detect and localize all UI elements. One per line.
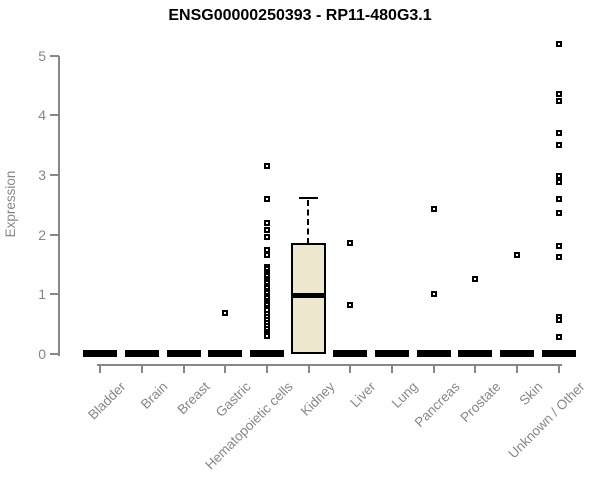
y-tick bbox=[50, 173, 59, 176]
zero-box bbox=[83, 350, 117, 357]
x-tick bbox=[99, 364, 101, 373]
x-tick bbox=[432, 364, 435, 373]
y-tick bbox=[50, 54, 59, 57]
zero-box bbox=[208, 350, 242, 357]
outlier-point bbox=[347, 239, 353, 246]
y-axis-label: Expression bbox=[3, 170, 18, 238]
zero-box bbox=[333, 350, 367, 357]
outlier-point bbox=[555, 98, 562, 104]
outlier-point bbox=[555, 129, 562, 136]
zero-box bbox=[499, 350, 534, 357]
outlier-point bbox=[263, 163, 270, 169]
outlier-point bbox=[347, 302, 353, 308]
outlier-point bbox=[430, 205, 437, 212]
y-tick-label: 0 bbox=[38, 345, 46, 362]
chart-title: ENSG00000250393 - RP11-480G3.1 bbox=[168, 7, 432, 24]
box bbox=[291, 243, 326, 354]
x-tick bbox=[515, 364, 518, 373]
outlier-point bbox=[263, 227, 270, 233]
y-tick bbox=[50, 352, 59, 355]
box-median bbox=[291, 292, 326, 298]
y-tick-label: 2 bbox=[38, 226, 46, 243]
x-axis-line bbox=[97, 364, 562, 366]
x-tick bbox=[140, 364, 143, 373]
x-tick bbox=[557, 364, 560, 373]
outlier-point bbox=[513, 251, 520, 258]
outlier-point bbox=[263, 219, 270, 226]
zero-box bbox=[458, 350, 492, 357]
x-tick bbox=[307, 364, 310, 373]
outlier-point bbox=[430, 290, 437, 297]
y-tick-label: 5 bbox=[38, 47, 46, 64]
y-tick bbox=[50, 293, 59, 295]
y-tick bbox=[50, 233, 59, 236]
zero-box bbox=[166, 350, 201, 357]
outlier-point bbox=[555, 253, 562, 260]
zero-box bbox=[416, 350, 451, 357]
zero-box bbox=[541, 350, 576, 357]
outlier-point bbox=[222, 309, 228, 316]
outlier-point bbox=[263, 195, 270, 202]
zero-box bbox=[374, 350, 409, 357]
outlier-point bbox=[555, 91, 562, 97]
outlier-point bbox=[263, 233, 270, 240]
x-tick bbox=[349, 364, 351, 373]
outlier-point bbox=[555, 195, 562, 202]
y-axis-line bbox=[58, 55, 60, 356]
whisker-cap bbox=[299, 196, 318, 199]
outlier-point bbox=[555, 40, 562, 47]
whisker bbox=[307, 199, 309, 244]
y-tick-label: 3 bbox=[38, 166, 46, 183]
outlier-point bbox=[472, 275, 478, 282]
y-tick bbox=[50, 114, 59, 116]
y-tick-label: 4 bbox=[38, 107, 46, 123]
x-tick bbox=[265, 364, 268, 373]
zero-box bbox=[124, 350, 159, 357]
x-tick bbox=[474, 364, 476, 373]
x-tick bbox=[182, 364, 185, 373]
outlier-point bbox=[263, 251, 270, 258]
outlier-point bbox=[555, 242, 562, 249]
outlier-point bbox=[555, 141, 562, 148]
outlier-point bbox=[263, 333, 270, 339]
outlier-point bbox=[555, 172, 562, 179]
y-tick-label: 1 bbox=[38, 286, 46, 302]
x-tick bbox=[224, 364, 226, 373]
outlier-point bbox=[555, 317, 562, 323]
zero-box bbox=[249, 350, 284, 357]
x-tick bbox=[390, 364, 393, 373]
outlier-point bbox=[555, 179, 562, 185]
outlier-point bbox=[555, 334, 562, 340]
outlier-point bbox=[555, 210, 562, 216]
